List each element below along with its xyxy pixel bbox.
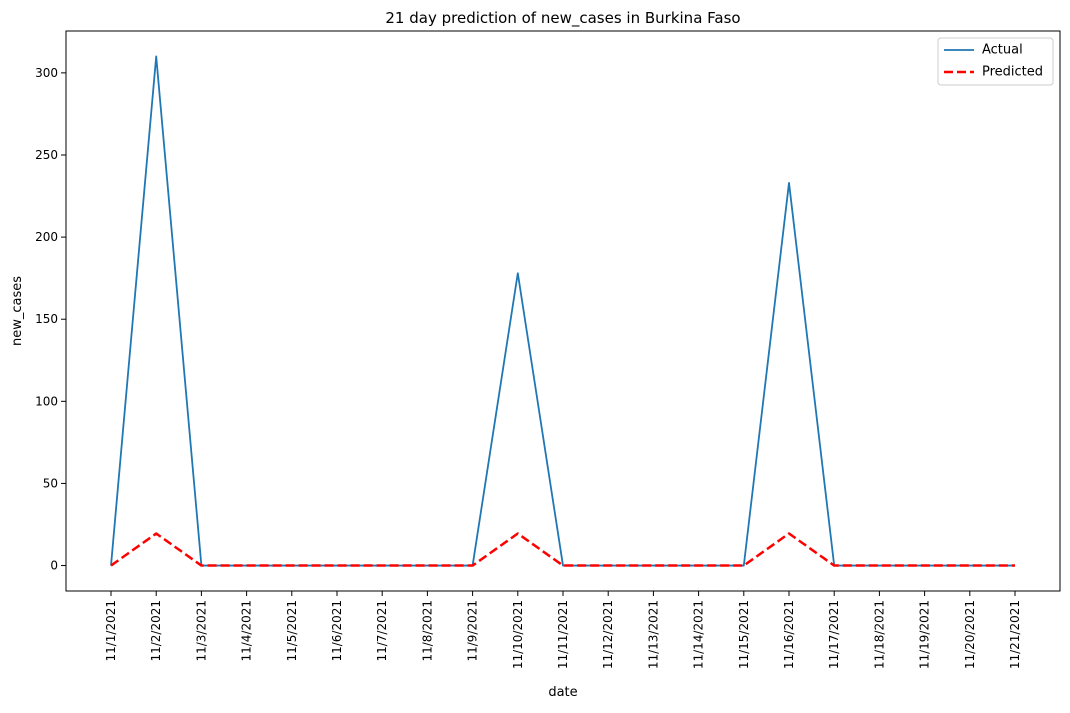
x-tick-label: 11/8/2021: [420, 600, 434, 662]
x-tick-label: 11/4/2021: [240, 600, 254, 662]
y-tick-label: 250: [35, 148, 58, 162]
y-axis: 0 50 100 150 200 250 300: [35, 66, 66, 573]
y-tick-label: 200: [35, 230, 58, 244]
x-tick-label: 11/10/2021: [511, 600, 525, 669]
x-tick-label: 11/18/2021: [872, 600, 886, 669]
y-tick-label: 50: [43, 476, 58, 490]
x-tick-label: 11/9/2021: [466, 600, 480, 662]
legend-label-predicted: Predicted: [982, 65, 1043, 80]
x-tick-label: 11/6/2021: [330, 600, 344, 662]
x-tick-label: 11/12/2021: [601, 600, 615, 669]
plot-frame: [65, 30, 1061, 592]
x-tick-label: 11/13/2021: [646, 600, 660, 669]
y-tick-label: 0: [50, 559, 58, 573]
legend-label-actual: Actual: [982, 43, 1023, 58]
series-group: [110, 55, 1015, 567]
chart-title: 21 day prediction of new_cases in Burkin…: [385, 9, 740, 28]
series-line-predicted: [110, 532, 1015, 567]
x-tick-label: 11/20/2021: [963, 600, 977, 669]
x-axis: 11/1/2021 11/2/2021 11/3/2021 11/4/2021 11/5…: [104, 591, 1022, 669]
x-tick-label: 11/11/2021: [556, 600, 570, 669]
x-tick-label: 11/7/2021: [375, 600, 389, 662]
legend-items: Actual Predicted: [944, 43, 1043, 80]
x-tick-label: 11/21/2021: [1008, 600, 1022, 669]
x-tick-label: 11/2/2021: [149, 600, 163, 662]
x-tick-label: 11/5/2021: [285, 600, 299, 662]
x-tick-label: 11/15/2021: [737, 600, 751, 669]
y-tick-label: 150: [35, 312, 58, 326]
x-tick-label: 11/1/2021: [104, 600, 118, 662]
y-tick-label: 300: [35, 66, 58, 80]
x-tick-label: 11/16/2021: [782, 600, 796, 669]
y-axis-label: new_cases: [10, 276, 25, 346]
x-tick-label: 11/19/2021: [918, 600, 932, 669]
x-axis-label: date: [548, 685, 577, 700]
x-tick-label: 11/14/2021: [692, 600, 706, 669]
x-tick-label: 11/3/2021: [194, 600, 208, 662]
y-tick-label: 100: [35, 394, 58, 408]
x-tick-label: 11/17/2021: [827, 600, 841, 669]
legend: Actual Predicted: [937, 37, 1054, 86]
